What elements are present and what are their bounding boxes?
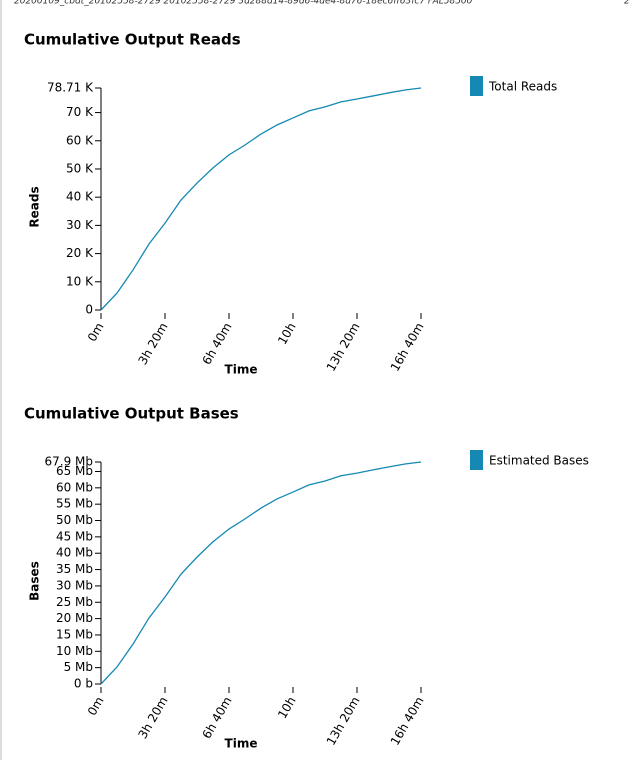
x-tick-label: 16h 40m xyxy=(388,694,427,747)
y-tick-label: 0 xyxy=(85,303,93,317)
y-tick-label: 25 Mb xyxy=(56,595,93,609)
y-tick-label: 70 K xyxy=(66,105,94,119)
y-tick-label: 60 Mb xyxy=(56,480,93,494)
x-tick-label: 10h xyxy=(275,694,299,721)
chart-title: Cumulative Output Reads xyxy=(24,31,241,49)
y-tick-label: 30 K xyxy=(66,218,94,232)
x-tick-label: 6h 40m xyxy=(199,320,234,367)
y-tick-label: 5 Mb xyxy=(64,660,93,674)
chart-title: Cumulative Output Bases xyxy=(24,405,239,423)
y-tick-label: 40 Mb xyxy=(56,546,93,560)
x-axis-label: Time xyxy=(225,363,258,377)
legend-label: Estimated Bases xyxy=(489,454,589,468)
x-tick-label: 10h xyxy=(275,320,299,347)
x-tick-label: 13h 20m xyxy=(324,694,363,747)
y-tick-label: 45 Mb xyxy=(56,529,93,543)
data-line xyxy=(100,461,422,685)
y-tick-label: 15 Mb xyxy=(56,627,93,641)
x-axis-label: Time xyxy=(225,737,258,751)
y-tick-label: 50 Mb xyxy=(56,513,93,527)
y-axis-label: Reads xyxy=(28,186,42,227)
x-tick-label: 13h 20m xyxy=(324,320,363,373)
x-tick-label: 0m xyxy=(85,320,107,344)
y-tick-label: 0 b xyxy=(74,677,93,691)
y-tick-label: 35 Mb xyxy=(56,562,93,576)
x-tick-label: 16h 40m xyxy=(388,320,427,373)
y-tick-label: 65 Mb xyxy=(56,464,93,478)
page-number: 2 xyxy=(624,0,629,7)
y-tick-label: 10 Mb xyxy=(56,644,93,658)
y-tick-label: 40 K xyxy=(66,190,94,204)
y-tick-label: 20 Mb xyxy=(56,611,93,625)
page-header: 20200109_cbdt_20102558-2729 20102558-272… xyxy=(14,0,473,7)
x-tick-label: 3h 20m xyxy=(135,320,170,367)
legend-label: Total Reads xyxy=(488,80,557,94)
y-tick-label: 67.9 Mb xyxy=(44,455,93,469)
x-tick-label: 6h 40m xyxy=(199,694,234,741)
y-tick-label: 30 Mb xyxy=(56,578,93,592)
y-tick-label: 10 K xyxy=(66,274,94,288)
y-axis-label: Bases xyxy=(28,561,42,601)
y-tick-label: 78.71 K xyxy=(47,81,94,95)
legend-swatch xyxy=(470,450,483,470)
x-tick-label: 0m xyxy=(85,694,107,718)
data-line xyxy=(100,87,422,311)
y-tick-label: 55 Mb xyxy=(56,497,93,511)
legend-swatch xyxy=(470,76,483,96)
x-tick-label: 3h 20m xyxy=(135,694,170,741)
y-tick-label: 60 K xyxy=(66,133,94,147)
y-tick-label: 20 K xyxy=(66,246,94,260)
y-tick-label: 50 K xyxy=(66,161,94,175)
